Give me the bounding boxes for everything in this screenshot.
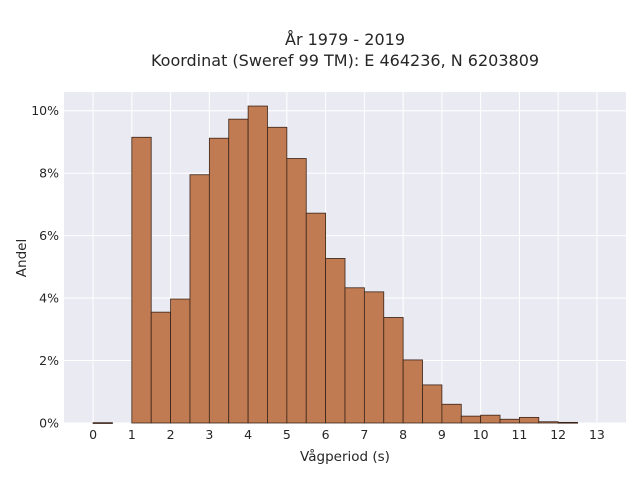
x-tick-label: 9 [438, 427, 446, 442]
y-tick-label: 0% [39, 416, 59, 431]
histogram-bar [499, 418, 520, 424]
x-tick-label: 13 [589, 427, 605, 442]
histogram-bar [267, 126, 288, 424]
histogram-bar [131, 136, 152, 424]
histogram-bar [325, 258, 346, 424]
histogram-bar [228, 118, 249, 424]
histogram-bar [557, 421, 578, 424]
x-tick-label: 6 [322, 427, 330, 442]
histogram-bar [150, 311, 171, 424]
histogram-bar [305, 212, 327, 424]
y-tick-label: 8% [39, 166, 59, 181]
histogram-bar [538, 421, 559, 424]
histogram-bar [170, 298, 191, 424]
y-tick-label: 10% [31, 103, 59, 118]
x-tick-label: 11 [511, 427, 527, 442]
x-tick-label: 0 [89, 427, 97, 442]
x-tick-label: 7 [360, 427, 368, 442]
histogram-bar [383, 317, 404, 424]
y-axis-label: Andel [14, 239, 30, 277]
histogram-bar [92, 422, 113, 424]
histogram-bar [460, 415, 482, 424]
y-tick-label: 2% [39, 353, 59, 368]
y-axis-ticks: 0% 2% 4% 6% 8% 10% [31, 103, 59, 430]
histogram-bar [402, 359, 423, 424]
x-tick-label: 3 [205, 427, 213, 442]
histogram-bar [286, 158, 307, 424]
x-axis-ticks: 0 1 2 3 4 5 6 7 8 9 10 11 12 13 [89, 427, 605, 442]
histogram-bar [344, 287, 365, 424]
histogram-bar [422, 384, 443, 424]
histogram-bar [519, 416, 540, 424]
histogram-bar [208, 137, 230, 424]
histogram-bar [247, 105, 268, 424]
chart-title-line-1: År 1979 - 2019 [285, 30, 405, 49]
y-tick-label: 4% [39, 291, 59, 306]
x-tick-label: 4 [244, 427, 252, 442]
y-tick-label: 6% [39, 228, 59, 243]
x-tick-label: 2 [167, 427, 175, 442]
x-tick-label: 10 [473, 427, 489, 442]
histogram-bar [441, 403, 462, 424]
x-axis-label: Vågperiod (s) [300, 448, 390, 465]
histogram-bar [480, 414, 501, 424]
bars [92, 105, 578, 424]
x-tick-label: 5 [283, 427, 291, 442]
histogram-bar [363, 291, 385, 424]
x-tick-label: 12 [550, 427, 566, 442]
x-tick-label: 8 [399, 427, 407, 442]
chart-title-line-2: Koordinat (Sweref 99 TM): E 464236, N 62… [151, 51, 539, 70]
x-tick-label: 1 [128, 427, 136, 442]
histogram-bar [189, 174, 210, 424]
